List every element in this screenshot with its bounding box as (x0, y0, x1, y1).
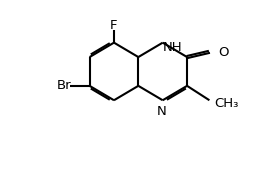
Text: N: N (157, 105, 167, 118)
Text: O: O (218, 46, 229, 59)
Text: Br: Br (57, 79, 72, 92)
Text: F: F (110, 19, 118, 32)
Text: CH₃: CH₃ (215, 97, 239, 110)
Text: NH: NH (162, 41, 182, 54)
